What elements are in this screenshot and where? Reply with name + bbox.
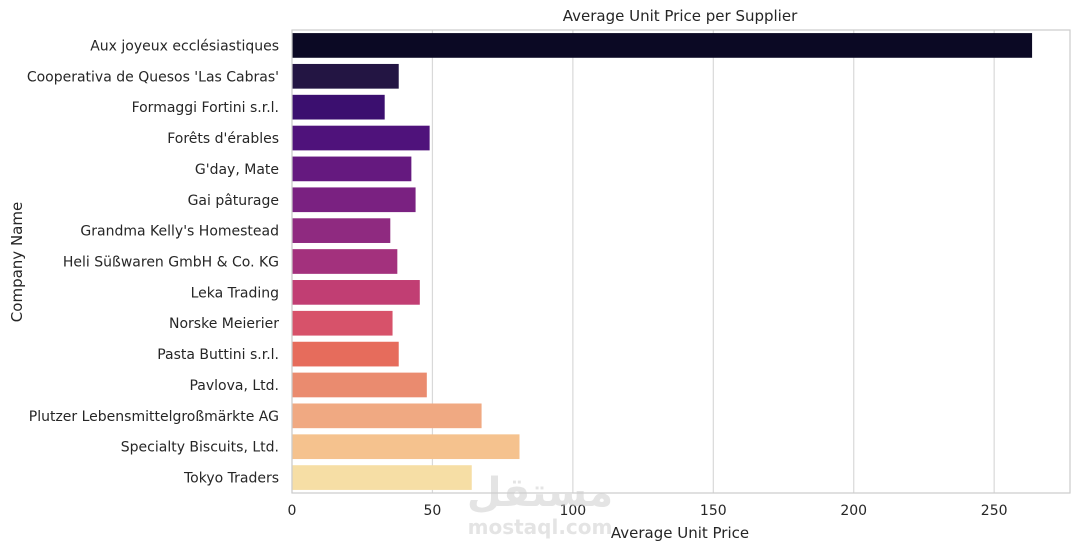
y-tick-label: Forêts d'érables bbox=[167, 131, 279, 147]
y-tick-label: Aux joyeux ecclésiastiques bbox=[90, 38, 279, 54]
y-tick-label: Pavlova, Ltd. bbox=[189, 378, 279, 394]
bar bbox=[292, 187, 416, 213]
bar bbox=[292, 249, 398, 274]
y-tick-label: G'day, Mate bbox=[195, 162, 279, 178]
x-tick-label: 0 bbox=[288, 503, 297, 519]
bar bbox=[292, 403, 482, 429]
x-tick-label: 100 bbox=[559, 503, 586, 519]
bar bbox=[292, 33, 1033, 58]
bar bbox=[292, 372, 427, 398]
y-tick-label: Tokyo Traders bbox=[183, 471, 279, 487]
y-tick-label: Pasta Buttini s.r.l. bbox=[157, 347, 279, 363]
x-tick-label: 150 bbox=[700, 503, 727, 519]
x-axis-title: Average Unit Price bbox=[611, 524, 749, 542]
y-tick-label: Plutzer Lebensmittelgroßmärkte AG bbox=[29, 409, 279, 425]
y-tick-label: Leka Trading bbox=[191, 285, 279, 301]
bar bbox=[292, 341, 399, 367]
bar bbox=[292, 218, 391, 243]
x-tick-label: 250 bbox=[981, 503, 1008, 519]
y-tick-label: Grandma Kelly's Homestead bbox=[80, 224, 279, 240]
chart-title: Average Unit Price per Supplier bbox=[563, 7, 798, 25]
watermark-latin: mostaql.com bbox=[468, 515, 613, 539]
watermark-arabic: مستقل bbox=[467, 470, 613, 516]
y-tick-label: Norske Meierier bbox=[169, 316, 279, 332]
bar bbox=[292, 94, 385, 120]
bar bbox=[292, 125, 430, 151]
plot-frame bbox=[291, 29, 1071, 494]
y-tick-label: Formaggi Fortini s.r.l. bbox=[132, 100, 279, 116]
x-tick-label: 50 bbox=[424, 503, 442, 519]
y-tick-label: Heli Süßwaren GmbH & Co. KG bbox=[63, 255, 279, 271]
bar bbox=[292, 280, 420, 305]
bar bbox=[292, 63, 399, 89]
y-tick-label: Gai pâturage bbox=[188, 193, 279, 209]
y-tick-label: Specialty Biscuits, Ltd. bbox=[121, 440, 279, 456]
bars bbox=[292, 33, 1033, 490]
x-tick-labels: 0 50 100 150 200 250 bbox=[288, 503, 1008, 519]
bar bbox=[292, 156, 412, 182]
bar bbox=[292, 434, 520, 460]
bar bbox=[292, 310, 393, 336]
y-tick-label: Cooperativa de Quesos 'Las Cabras' bbox=[27, 69, 279, 85]
x-tick-label: 200 bbox=[840, 503, 867, 519]
y-tick-labels: Aux joyeux ecclésiastiques Cooperativa de… bbox=[27, 38, 279, 486]
y-axis-title: Company Name bbox=[8, 202, 26, 322]
bar bbox=[292, 465, 472, 490]
watermark: مستقل mostaql.com bbox=[467, 470, 613, 539]
